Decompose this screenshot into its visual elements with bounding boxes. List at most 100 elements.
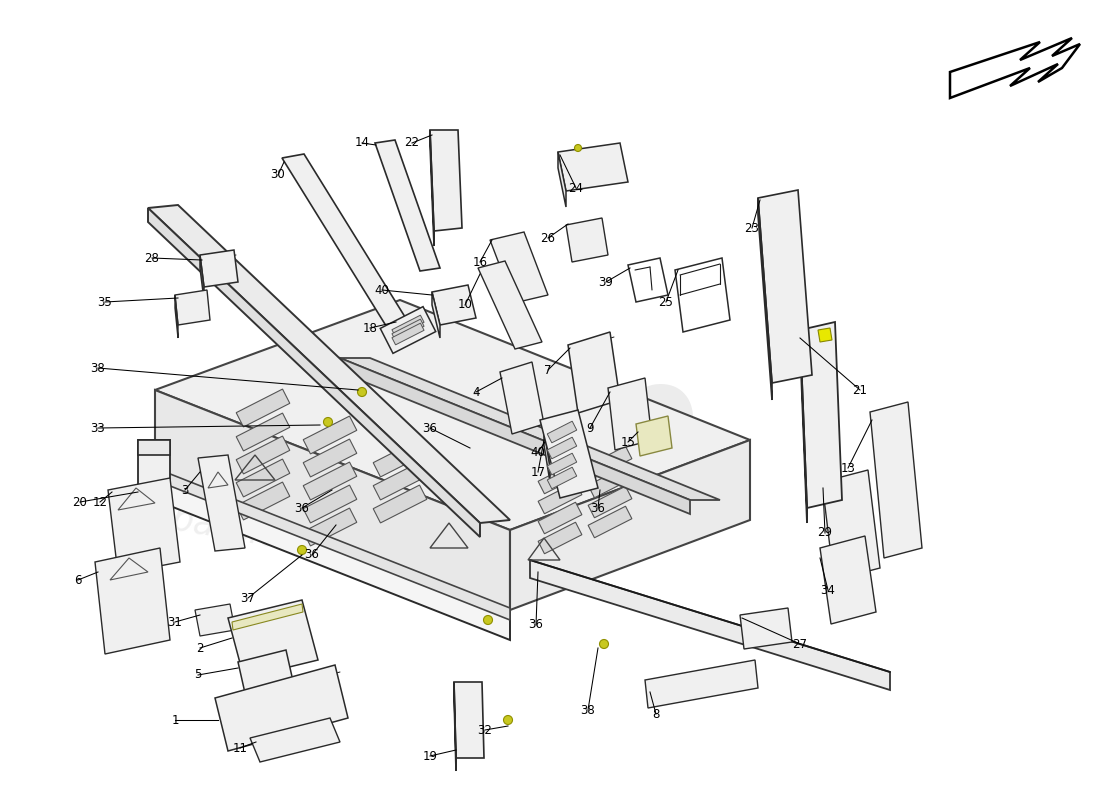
Polygon shape — [155, 468, 510, 620]
Text: 6: 6 — [75, 574, 81, 586]
Text: 25: 25 — [659, 295, 673, 309]
Polygon shape — [340, 358, 690, 514]
Polygon shape — [538, 482, 582, 514]
Polygon shape — [232, 604, 302, 630]
Circle shape — [297, 546, 307, 554]
Text: 39: 39 — [598, 275, 614, 289]
Polygon shape — [373, 462, 427, 500]
Text: 14: 14 — [354, 137, 370, 150]
Polygon shape — [558, 143, 628, 191]
Polygon shape — [538, 502, 582, 534]
Text: 36: 36 — [305, 549, 319, 562]
Polygon shape — [392, 323, 425, 345]
Polygon shape — [373, 439, 427, 477]
Polygon shape — [236, 436, 289, 474]
Circle shape — [600, 639, 608, 649]
Text: 33: 33 — [90, 422, 106, 434]
Text: 38: 38 — [90, 362, 106, 374]
Polygon shape — [200, 255, 204, 300]
Polygon shape — [548, 421, 576, 443]
Text: 29: 29 — [817, 526, 833, 539]
Text: 31: 31 — [167, 615, 183, 629]
Text: 30: 30 — [271, 169, 285, 182]
Polygon shape — [236, 413, 289, 451]
Polygon shape — [454, 682, 456, 771]
Polygon shape — [175, 290, 210, 325]
Polygon shape — [108, 478, 180, 574]
Polygon shape — [95, 548, 170, 654]
Text: 22: 22 — [405, 137, 419, 150]
Polygon shape — [304, 508, 356, 546]
Text: 24: 24 — [569, 182, 583, 194]
Text: 38: 38 — [581, 703, 595, 717]
Polygon shape — [818, 328, 832, 342]
Polygon shape — [530, 560, 890, 690]
Text: 1: 1 — [172, 714, 178, 726]
Polygon shape — [304, 416, 356, 454]
Polygon shape — [138, 440, 170, 540]
Polygon shape — [588, 446, 631, 478]
Polygon shape — [432, 285, 476, 325]
Text: 40: 40 — [530, 446, 546, 458]
Text: 17: 17 — [530, 466, 546, 478]
Text: 18: 18 — [363, 322, 377, 334]
Polygon shape — [588, 466, 631, 498]
Text: 35: 35 — [98, 295, 112, 309]
Text: 10: 10 — [458, 298, 472, 311]
Polygon shape — [236, 482, 289, 520]
Polygon shape — [155, 470, 510, 640]
Polygon shape — [544, 422, 584, 468]
Polygon shape — [870, 402, 922, 558]
Polygon shape — [304, 462, 356, 500]
Text: 5: 5 — [195, 669, 201, 682]
Text: 8: 8 — [652, 707, 660, 721]
Text: 32: 32 — [477, 723, 493, 737]
Polygon shape — [214, 665, 348, 751]
Polygon shape — [548, 453, 576, 475]
Polygon shape — [430, 130, 434, 246]
Polygon shape — [538, 522, 582, 554]
Text: 26: 26 — [540, 231, 556, 245]
Polygon shape — [198, 455, 245, 551]
Text: 11: 11 — [232, 742, 248, 754]
Polygon shape — [758, 198, 772, 400]
Polygon shape — [432, 292, 440, 338]
Polygon shape — [544, 430, 550, 482]
Polygon shape — [566, 218, 608, 262]
Polygon shape — [758, 190, 812, 383]
Polygon shape — [608, 378, 652, 450]
Polygon shape — [558, 152, 566, 207]
Text: 40: 40 — [375, 283, 389, 297]
Polygon shape — [373, 485, 427, 523]
Polygon shape — [540, 410, 598, 498]
Polygon shape — [588, 506, 631, 538]
Text: 12: 12 — [92, 495, 108, 509]
Text: 16: 16 — [473, 255, 487, 269]
Polygon shape — [282, 154, 410, 329]
Polygon shape — [148, 205, 510, 523]
Text: 13: 13 — [840, 462, 856, 474]
Polygon shape — [800, 330, 807, 523]
Polygon shape — [478, 261, 542, 349]
Polygon shape — [392, 319, 425, 341]
Circle shape — [504, 715, 513, 725]
Text: 7: 7 — [544, 363, 552, 377]
Polygon shape — [238, 650, 295, 702]
Text: europ: europ — [161, 350, 700, 510]
Polygon shape — [138, 440, 170, 455]
Text: 21: 21 — [852, 383, 868, 397]
Text: 2: 2 — [196, 642, 204, 654]
Text: 36: 36 — [295, 502, 309, 514]
Polygon shape — [236, 459, 289, 497]
Circle shape — [574, 145, 582, 151]
Text: 27: 27 — [792, 638, 807, 650]
Text: 37: 37 — [241, 591, 255, 605]
Text: 19: 19 — [422, 750, 438, 762]
Polygon shape — [155, 390, 510, 610]
Text: 36: 36 — [591, 502, 605, 514]
Polygon shape — [820, 536, 876, 624]
Polygon shape — [155, 300, 750, 530]
Polygon shape — [430, 130, 462, 231]
Text: a passion since 1985: a passion since 1985 — [138, 497, 503, 594]
Polygon shape — [304, 485, 356, 523]
